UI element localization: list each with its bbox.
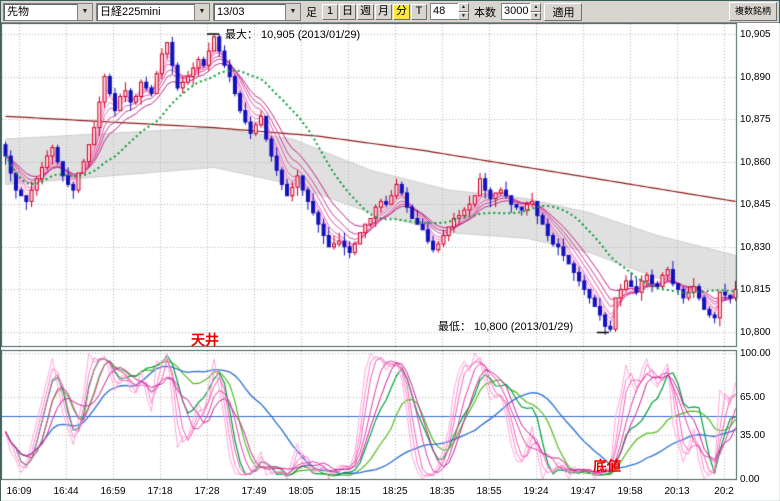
min-price-annotation: 最低： 10,800 (2013/01/29) [438,321,574,333]
time-axis-label: 18:15 [335,486,361,497]
price-chart-canvas[interactable] [1,23,780,501]
spinner-down-icon[interactable]: ▼ [530,11,542,20]
total-bars-value[interactable]: 3000 [501,3,531,20]
time-axis-label: 19:58 [617,486,643,497]
timeframe-button-1[interactable]: 1 [322,3,338,20]
time-axis-label: 16:09 [6,486,32,497]
oscillator-tick-label: 0.00 [740,474,760,485]
contract-month-value: 13/03 [217,5,245,18]
timeframe-button-minute[interactable]: 分 [393,3,410,20]
instrument-type-value: 先物 [7,5,29,18]
price-tick-label: 10,875 [740,114,771,126]
timeframe-button-tick[interactable]: T [411,3,427,20]
ceiling-annotation: 天井 [191,332,219,348]
time-axis-label: 20:2 [714,486,734,497]
spinner-up-icon[interactable]: ▲ [458,3,469,12]
price-tick-label: 10,890 [740,71,771,83]
time-axis-label: 19:47 [570,486,596,497]
bars-count-value[interactable]: 48 [430,3,458,20]
oscillator-tick-label: 65.00 [740,392,766,404]
time-axis-label: 18:55 [476,486,502,497]
symbol-value: 日経225mini [100,5,161,18]
price-tick-label: 10,905 [740,29,771,40]
multi-symbol-button[interactable]: 複数銘柄 [729,2,777,21]
bar-type-label: 足 [306,6,317,19]
chevron-down-icon[interactable]: ▼ [77,3,92,20]
time-axis-label: 17:18 [147,486,173,497]
price-tick-label: 10,815 [740,284,771,296]
bars-count-spinner[interactable]: 48 ▲ ▼ [430,3,469,20]
price-tick-label: 10,845 [740,199,771,211]
timeframe-button-month[interactable]: 月 [375,3,392,20]
oscillator-tick-label: 100.00 [740,348,771,359]
chevron-down-icon[interactable]: ▼ [285,3,300,20]
time-axis-label: 16:44 [53,486,79,497]
total-bars-spinner[interactable]: 3000 ▲ ▼ [501,3,542,20]
time-axis-label: 17:49 [241,486,267,497]
time-axis-label: 18:05 [288,486,314,497]
price-tick-label: 10,800 [740,327,771,338]
time-axis-label: 19:24 [523,486,549,497]
bottom-annotation: 底値 [593,458,621,474]
symbol-dropdown[interactable]: 日経225mini ▼ [96,2,210,21]
contract-month-dropdown[interactable]: 13/03 ▼ [213,2,301,21]
time-axis-label: 20:13 [664,486,690,497]
time-axis-label: 16:59 [100,486,126,497]
price-tick-label: 10,860 [740,156,771,168]
instrument-type-dropdown[interactable]: 先物 ▼ [3,2,93,21]
bars-count-label: 本数 [474,6,496,19]
time-axis-label: 17:28 [194,486,220,497]
timeframe-button-day[interactable]: 日 [339,3,356,20]
timeframe-button-week[interactable]: 週 [357,3,374,20]
oscillator-tick-label: 35.00 [740,429,766,441]
apply-button[interactable]: 適用 [544,2,583,21]
price-tick-label: 10,830 [740,241,771,253]
chart-area: 10,905 10,890 10,875 10,860 10,845 10,830 10,8… [1,23,780,501]
time-axis-label: 18:25 [382,486,408,497]
chevron-down-icon[interactable]: ▼ [194,3,209,20]
spinner-down-icon[interactable]: ▼ [458,11,469,20]
max-price-annotation: 最大： 10,905 (2013/01/29) [225,29,361,41]
time-axis-label: 18:35 [429,486,455,497]
spinner-up-icon[interactable]: ▲ [530,3,542,12]
